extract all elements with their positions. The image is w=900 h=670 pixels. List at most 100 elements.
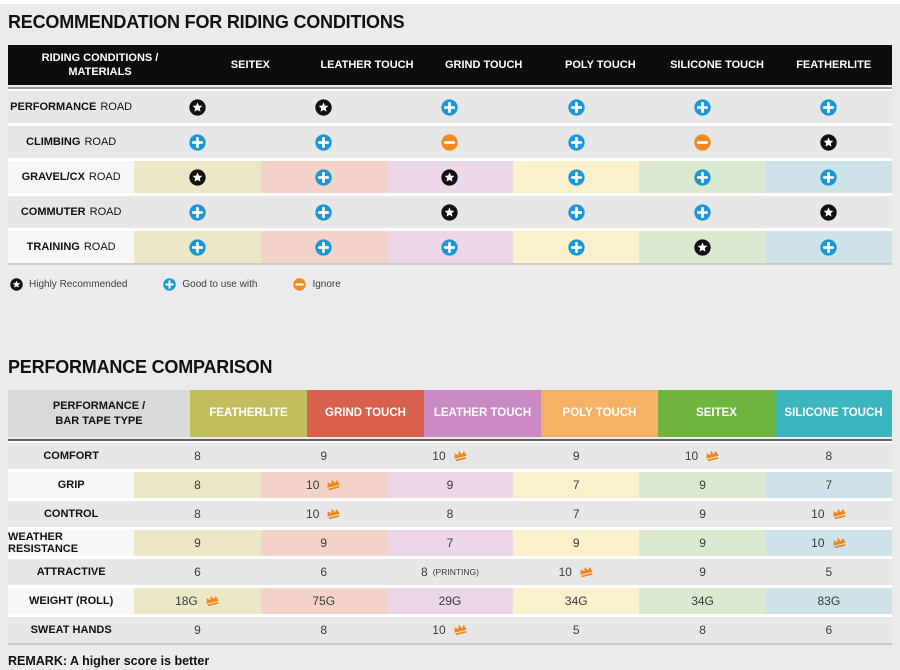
plus-icon [163,278,177,291]
score-value: 8 [194,449,201,463]
header-label-line1: RIDING CONDITIONS / [41,51,159,64]
score-value: 6 [320,565,328,579]
table-row: ATTRACTIVE 6 6 8 (PRINTING) 10 9 5 [8,559,892,585]
table-row: COMFORT 8 9 10 9 10 8 [8,443,892,469]
score-cell: 9 [513,530,640,556]
riding-conditions-header: RIDING CONDITIONS / MATERIALS SEITEX LEAT… [8,45,892,85]
performance-header-label: PERFORMANCE / BAR TAPE TYPE [8,390,190,437]
table-row: TRAINING ROAD [8,231,892,263]
star-icon [441,203,459,221]
score-value: 9 [572,449,580,463]
table-row: CLIMBING ROAD [8,126,892,158]
score-cell: 9 [639,472,766,498]
plus-icon [441,238,459,256]
rating-cell [386,91,514,123]
column-header: POLY TOUCH [541,390,658,437]
score-value: 10 [558,565,572,579]
score-value: 10 [432,449,446,463]
score-cell: 7 [386,530,514,556]
score-value: 7 [825,478,833,492]
crown-icon [450,447,468,463]
score-cell: 9 [639,530,766,556]
rating-cell [260,126,387,158]
plus-icon [441,98,459,116]
score-value: 34G [564,594,588,608]
score-cell: 10 [260,501,387,527]
row-label: CONTROL [8,501,135,527]
header-label-line2: MATERIALS [68,66,132,78]
row-label: CLIMBING ROAD [8,126,135,158]
row-label: WEATHER RESISTANCE [8,530,135,556]
crown-icon [577,563,595,579]
column-header: GRIND TOUCH [307,390,424,437]
score-value: 8 [699,623,706,637]
score-cell: 9 [639,501,766,527]
score-cell: 5 [765,559,892,585]
score-cell: 10 [260,472,387,498]
legend: Highly Recommended Good to use with Igno… [8,278,892,291]
plus-icon [568,98,585,116]
score-value: 9 [194,623,201,637]
rating-cell [134,231,261,263]
rating-cell [386,126,514,158]
rating-cell [134,161,261,193]
score-cell: 10 [386,617,514,643]
score-value: 18G [175,594,198,608]
table-row: WEATHER RESISTANCE 9 9 7 9 9 10 [8,530,892,556]
score-value: 29G [438,594,462,608]
column-header: SILICONE TOUCH [775,390,892,437]
legend-item-good-to-use: Good to use with [163,278,257,291]
score-value: 8 [320,623,328,637]
score-value: 9 [320,536,328,550]
row-label: COMMUTER ROAD [8,196,135,228]
page: RECOMMENDATION FOR RIDING CONDITIONS RID… [0,4,900,668]
score-cell: 34G [639,588,766,614]
rating-cell [513,126,640,158]
score-cell: 7 [765,472,892,498]
crown-icon [324,476,342,492]
rating-cell [260,231,387,263]
rating-cell [134,91,261,123]
rating-cell [513,231,640,263]
star-icon [315,98,332,116]
header-underline [8,87,892,89]
score-suffix: (PRINTING) [432,567,479,577]
plus-icon [568,238,585,256]
column-header: POLY TOUCH [564,58,636,71]
row-label: ATTRACTIVE [8,559,135,585]
row-label: TRAINING ROAD [8,231,135,263]
score-cell: 10 [765,501,892,527]
row-label: WEIGHT (ROLL) [8,588,135,614]
rating-cell [639,161,766,193]
column-header: GRIND TOUCH [444,58,523,71]
star-icon [189,98,206,116]
column-header: SEITEX [230,58,270,71]
score-cell: 5 [513,617,640,643]
plus-icon [315,168,332,186]
performance-comparison-header: PERFORMANCE / BAR TAPE TYPE FEATHERLITE G… [8,390,892,437]
plus-icon [568,133,585,151]
plus-icon [315,203,332,221]
table-row: CONTROL 8 10 8 7 9 10 [8,501,892,527]
rating-cell [260,196,387,228]
score-value: 83G [817,594,841,608]
crown-icon [450,621,468,637]
score-value: 7 [572,478,580,492]
score-value: 6 [825,623,833,637]
performance-comparison-title: PERFORMANCE COMPARISON [8,357,273,377]
score-value: 10 [306,478,320,492]
column-header: FEATHERLITE [190,390,307,437]
riding-conditions-rows: PERFORMANCE ROAD CLIMBING ROAD GRAVEL/CX ROAD… [8,89,892,265]
rating-cell [513,161,640,193]
rating-cell [639,91,766,123]
score-value: 5 [825,565,833,579]
score-cell: 10 [513,559,640,585]
score-value: 8 [446,507,454,521]
score-value: 10 [811,536,825,550]
score-cell: 83G [765,588,892,614]
rating-cell [765,196,892,228]
top-strip [0,0,900,4]
rating-cell [765,231,892,263]
score-cell: 8 [134,501,261,527]
rating-cell [134,196,261,228]
